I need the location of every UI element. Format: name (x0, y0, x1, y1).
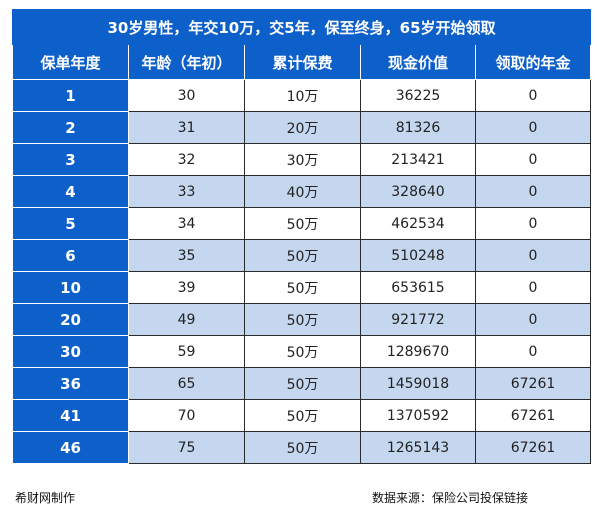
table-row: 41 70 50万 1370592 67261 (12, 399, 591, 432)
table-row: 3 32 30万 213421 0 (12, 143, 591, 176)
table-row: 20 49 50万 921772 0 (12, 303, 591, 336)
cash-value-cell: 81326 (360, 111, 476, 144)
annuity-cell: 67261 (475, 431, 591, 464)
policy-year-cell: 46 (12, 431, 129, 464)
cash-value-cell: 328640 (360, 175, 476, 208)
annuity-cell: 67261 (475, 399, 591, 432)
annuity-cell: 0 (475, 79, 591, 112)
table-title-row: 30岁男性，年交10万，交5年，保至终身，65岁开始领取 (12, 9, 591, 45)
annuity-cell: 0 (475, 271, 591, 304)
policy-year-cell: 1 (12, 79, 129, 112)
age-cell: 33 (128, 175, 245, 208)
annuity-cell: 67261 (475, 367, 591, 400)
table-row: 46 75 50万 1265143 67261 (12, 431, 591, 464)
policy-year-cell: 36 (12, 367, 129, 400)
column-header-annuity-received: 领取的年金 (475, 44, 591, 80)
annuity-cell: 0 (475, 143, 591, 176)
policy-year-cell: 3 (12, 143, 129, 176)
cumulative-premium-cell: 20万 (244, 111, 361, 144)
policy-year-cell: 30 (12, 335, 129, 368)
footer-data-source: 数据来源：保险公司投保链接 (372, 491, 529, 505)
policy-year-cell: 2 (12, 111, 129, 144)
table-row: 30 59 50万 1289670 0 (12, 335, 591, 368)
age-cell: 75 (128, 431, 245, 464)
policy-year-cell: 6 (12, 239, 129, 272)
cash-value-cell: 1370592 (360, 399, 476, 432)
cash-value-cell: 1459018 (360, 367, 476, 400)
age-cell: 65 (128, 367, 245, 400)
cumulative-premium-cell: 50万 (244, 367, 361, 400)
age-cell: 30 (128, 79, 245, 112)
cumulative-premium-cell: 50万 (244, 431, 361, 464)
policy-year-cell: 5 (12, 207, 129, 240)
annuity-cell: 0 (475, 111, 591, 144)
annuity-cell: 0 (475, 175, 591, 208)
column-header-age: 年龄（年初） (128, 44, 245, 80)
table-header-row: 保单年度 年龄（年初） 累计保费 现金价值 领取的年金 (12, 44, 591, 80)
cumulative-premium-cell: 10万 (244, 79, 361, 112)
policy-year-cell: 10 (12, 271, 129, 304)
footer-credit: 希财网制作 (15, 491, 76, 505)
table-row: 4 33 40万 328640 0 (12, 175, 591, 208)
cash-value-cell: 1289670 (360, 335, 476, 368)
cash-value-cell: 462534 (360, 207, 476, 240)
age-cell: 35 (128, 239, 245, 272)
annuity-cell: 0 (475, 303, 591, 336)
table-row: 36 65 50万 1459018 67261 (12, 367, 591, 400)
cash-value-cell: 921772 (360, 303, 476, 336)
annuity-cell: 0 (475, 239, 591, 272)
age-cell: 32 (128, 143, 245, 176)
cumulative-premium-cell: 50万 (244, 207, 361, 240)
policy-year-cell: 4 (12, 175, 129, 208)
annuity-cell: 0 (475, 335, 591, 368)
policy-year-cell: 20 (12, 303, 129, 336)
table-row: 6 35 50万 510248 0 (12, 239, 591, 272)
age-cell: 31 (128, 111, 245, 144)
cash-value-cell: 36225 (360, 79, 476, 112)
cumulative-premium-cell: 50万 (244, 239, 361, 272)
cumulative-premium-cell: 50万 (244, 335, 361, 368)
age-cell: 59 (128, 335, 245, 368)
cash-value-cell: 510248 (360, 239, 476, 272)
annuity-cell: 0 (475, 207, 591, 240)
cumulative-premium-cell: 30万 (244, 143, 361, 176)
table-row: 1 30 10万 36225 0 (12, 79, 591, 112)
table-row: 10 39 50万 653615 0 (12, 271, 591, 304)
table-row: 5 34 50万 462534 0 (12, 207, 591, 240)
column-header-policy-year: 保单年度 (12, 44, 129, 80)
cumulative-premium-cell: 50万 (244, 303, 361, 336)
cumulative-premium-cell: 50万 (244, 399, 361, 432)
age-cell: 34 (128, 207, 245, 240)
policy-table: 30岁男性，年交10万，交5年，保至终身，65岁开始领取 保单年度 年龄（年初）… (12, 9, 591, 464)
age-cell: 70 (128, 399, 245, 432)
cumulative-premium-cell: 50万 (244, 271, 361, 304)
column-header-cumulative-premium: 累计保费 (244, 44, 361, 80)
cash-value-cell: 1265143 (360, 431, 476, 464)
table-row: 2 31 20万 81326 0 (12, 111, 591, 144)
cash-value-cell: 213421 (360, 143, 476, 176)
age-cell: 49 (128, 303, 245, 336)
cumulative-premium-cell: 40万 (244, 175, 361, 208)
table-title: 30岁男性，年交10万，交5年，保至终身，65岁开始领取 (12, 9, 591, 45)
policy-year-cell: 41 (12, 399, 129, 432)
column-header-cash-value: 现金价值 (360, 44, 476, 80)
cash-value-cell: 653615 (360, 271, 476, 304)
age-cell: 39 (128, 271, 245, 304)
